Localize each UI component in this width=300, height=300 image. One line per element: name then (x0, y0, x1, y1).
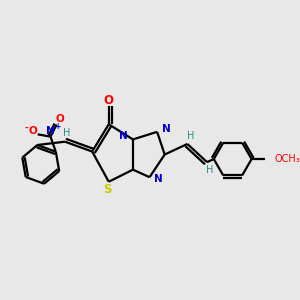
Text: H: H (188, 131, 195, 141)
Text: S: S (103, 183, 112, 196)
Text: O: O (104, 94, 114, 107)
Text: N: N (162, 124, 171, 134)
Text: N: N (119, 130, 128, 141)
Text: O: O (29, 126, 38, 136)
Text: H: H (206, 165, 213, 176)
Text: +: + (54, 122, 60, 131)
Text: -: - (25, 124, 28, 133)
Text: O: O (55, 114, 64, 124)
Text: H: H (63, 128, 70, 138)
Text: OCH₃: OCH₃ (274, 154, 300, 164)
Text: N: N (154, 174, 163, 184)
Text: N: N (46, 126, 55, 136)
